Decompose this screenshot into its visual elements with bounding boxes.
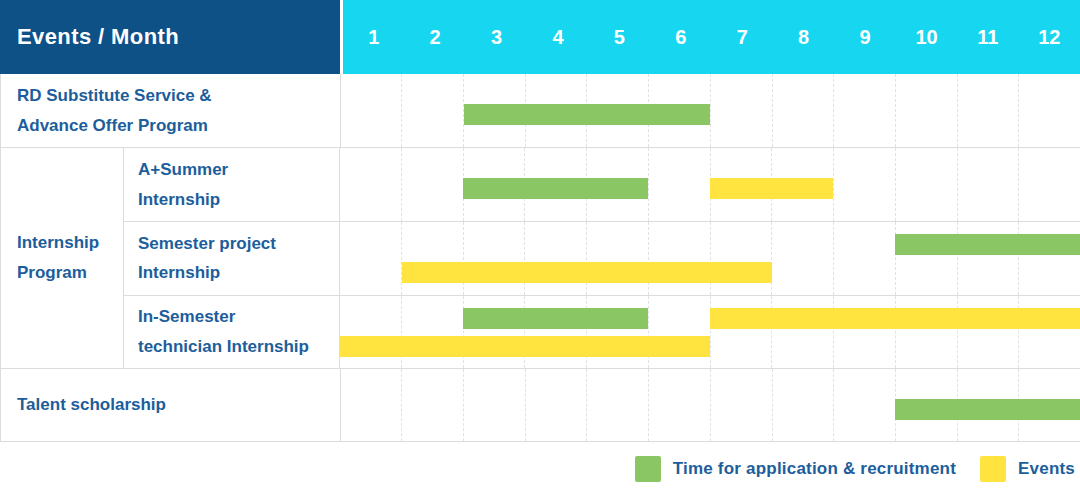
- events-bar: [402, 262, 772, 283]
- bars-in-semester: [340, 296, 1080, 368]
- row-label-text: Semester project Internship: [138, 229, 276, 289]
- month-label-4: 4: [527, 0, 588, 74]
- events-bar: [340, 336, 710, 357]
- table-body: RD Substitute Service & Advance Offer Pr…: [0, 74, 1080, 442]
- month-label-9: 9: [834, 0, 895, 74]
- month-label-1: 1: [343, 0, 404, 74]
- internship-program-group: Internship Program A+Summer Internship S…: [1, 147, 1080, 368]
- row-label-rd-substitute: RD Substitute Service & Advance Offer Pr…: [1, 74, 341, 147]
- application-bar: [463, 178, 648, 199]
- header-title: Events / Month: [17, 24, 179, 50]
- legend-swatch-events: [980, 456, 1006, 482]
- group-label-cell: Internship Program: [1, 148, 124, 368]
- events-bar: [710, 308, 1080, 329]
- chart-cell-talent-scholarship: [341, 369, 1080, 441]
- row-label-in-semester: In-Semester technician Internship: [124, 296, 340, 368]
- application-bar: [463, 308, 648, 329]
- legend-item-events: Events: [980, 456, 1075, 482]
- application-bar: [464, 104, 710, 125]
- month-label-5: 5: [589, 0, 650, 74]
- table-row-semester-project: Semester project Internship: [124, 221, 1080, 294]
- month-label-7: 7: [712, 0, 773, 74]
- row-label-text: RD Substitute Service & Advance Offer Pr…: [17, 81, 212, 141]
- bars-rd-substitute: [341, 74, 1080, 147]
- table-row-talent-scholarship: Talent scholarship: [1, 368, 1080, 441]
- legend-label-events: Events: [1018, 459, 1075, 479]
- chart-cell-semester-project: [340, 222, 1080, 294]
- table-row-rd-substitute: RD Substitute Service & Advance Offer Pr…: [1, 74, 1080, 147]
- bars-talent-scholarship: [341, 369, 1080, 441]
- row-label-text: A+Summer Internship: [138, 155, 228, 215]
- application-bar: [895, 399, 1080, 420]
- month-label-12: 12: [1019, 0, 1080, 74]
- legend-label-application: Time for application & recruitment: [673, 459, 956, 479]
- bars-semester-project: [340, 222, 1080, 294]
- row-label-semester-project: Semester project Internship: [124, 222, 340, 294]
- month-label-3: 3: [466, 0, 527, 74]
- row-label-talent-scholarship: Talent scholarship: [1, 369, 341, 441]
- month-label-6: 6: [650, 0, 711, 74]
- legend: Time for application & recruitment Event…: [0, 442, 1080, 494]
- events-month-header-cell: Events / Month: [0, 0, 340, 74]
- gantt-chart: Events / Month 1 2 3 4 5 6 7 8 9 10 11 1…: [0, 0, 1080, 494]
- events-bar: [710, 178, 833, 199]
- row-label-a-summer: A+Summer Internship: [124, 148, 340, 221]
- legend-swatch-application: [635, 456, 661, 482]
- chart-cell-in-semester: [340, 296, 1080, 368]
- group-rows: A+Summer Internship Semester project Int…: [124, 148, 1080, 368]
- group-label-text: Internship Program: [17, 228, 123, 288]
- month-label-10: 10: [896, 0, 957, 74]
- month-label-2: 2: [404, 0, 465, 74]
- row-label-text: Talent scholarship: [17, 390, 166, 420]
- table-header-row: Events / Month 1 2 3 4 5 6 7 8 9 10 11 1…: [0, 0, 1080, 74]
- row-label-text: In-Semester technician Internship: [138, 302, 309, 362]
- table-row-in-semester: In-Semester technician Internship: [124, 295, 1080, 368]
- month-label-11: 11: [957, 0, 1018, 74]
- chart-cell-rd-substitute: [341, 74, 1080, 147]
- bars-a-summer: [340, 148, 1080, 221]
- table-row-a-summer: A+Summer Internship: [124, 148, 1080, 221]
- chart-cell-a-summer: [340, 148, 1080, 221]
- months-header: 1 2 3 4 5 6 7 8 9 10 11 12: [343, 0, 1080, 74]
- legend-item-application: Time for application & recruitment: [635, 456, 956, 482]
- month-label-8: 8: [773, 0, 834, 74]
- application-bar: [895, 234, 1080, 255]
